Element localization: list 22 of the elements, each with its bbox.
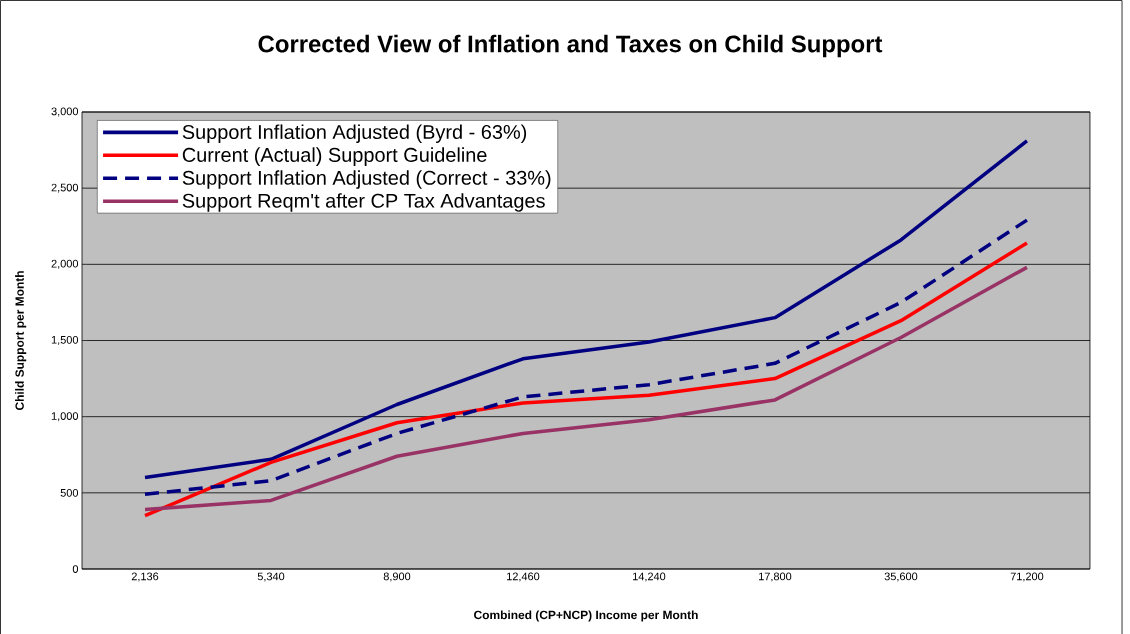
x-axis-title: Combined (CP+NCP) Income per Month: [474, 610, 698, 622]
y-tick-label: 2,500: [51, 183, 79, 193]
legend-label: Support Inflation Adjusted (Correct - 33%): [182, 170, 551, 189]
y-tick-label: 1,500: [51, 335, 79, 346]
y-tick-label: 3,000: [51, 107, 79, 117]
legend-label: Support Reqm't after CP Tax Advantages: [182, 193, 545, 212]
legend-label: Current (Actual) Support Guideline: [182, 147, 487, 166]
x-tick-label: 35,600: [884, 572, 918, 582]
x-tick-label: 5,340: [257, 572, 285, 582]
legend-label: Support Inflation Adjusted (Byrd - 63%): [182, 124, 527, 143]
y-tick-label: 2,000: [51, 259, 79, 269]
x-tick-label: 2,136: [131, 572, 159, 582]
y-axis-title: Child Support per Month: [15, 271, 27, 411]
y-tick-label: 1,000: [51, 412, 79, 422]
y-tick-label: 500: [60, 488, 79, 497]
y-tick-label: 0: [72, 565, 79, 573]
chart-title: Corrected View of Inflation and Taxes on Child Support: [258, 34, 883, 58]
x-tick-label: 14,240: [633, 572, 666, 582]
x-tick-label: 17,800: [759, 572, 792, 582]
x-tick-label: 71,200: [1010, 572, 1044, 582]
x-tick-label: 12,460: [507, 572, 540, 582]
x-tick-label: 8,900: [383, 572, 411, 582]
